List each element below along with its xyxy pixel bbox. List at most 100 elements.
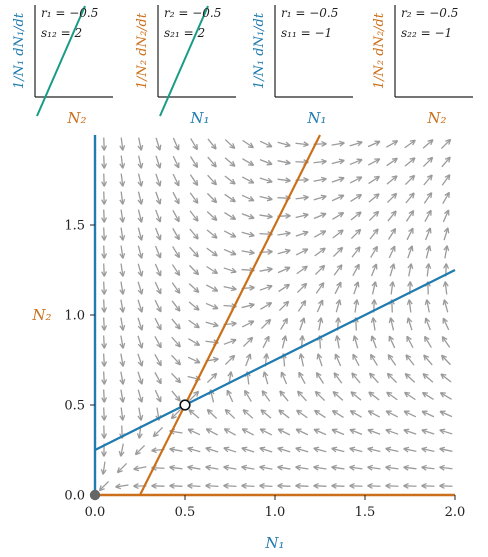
- field-arrow: [137, 245, 144, 259]
- field-arrow: [386, 157, 398, 167]
- field-arrow: [439, 428, 453, 435]
- x-tick-label: 1.5: [355, 505, 376, 520]
- field-arrow: [101, 353, 108, 367]
- field-arrow: [407, 263, 414, 277]
- field-arrow: [137, 137, 144, 151]
- inset-panel: r₂ = −0.5 s₂₁ = 2 1/N₂ dN₂/dt N₁: [135, 5, 236, 127]
- field-arrow: [314, 390, 326, 402]
- field-arrow: [116, 462, 128, 474]
- field-arrow: [207, 174, 218, 186]
- field-arrow: [333, 372, 343, 384]
- field-arrow: [331, 482, 345, 489]
- field-arrow: [115, 483, 129, 490]
- field-arrow: [154, 299, 162, 313]
- field-arrow: [223, 428, 237, 436]
- field-arrow: [259, 177, 273, 184]
- inset-s-text: s₁₂ = 2: [41, 26, 82, 40]
- field-arrow: [207, 138, 217, 150]
- field-arrow: [388, 317, 395, 331]
- field-arrow: [332, 212, 345, 220]
- field-arrow: [424, 227, 432, 241]
- field-arrow: [119, 335, 126, 349]
- field-arrow: [298, 353, 305, 367]
- field-arrow: [388, 245, 396, 259]
- field-arrow: [259, 140, 273, 148]
- field-arrow: [387, 210, 397, 222]
- field-arrow: [137, 155, 144, 169]
- field-arrow: [277, 141, 291, 148]
- field-arrow: [137, 353, 144, 367]
- field-arrow: [386, 192, 398, 204]
- field-arrow: [388, 335, 396, 349]
- field-arrow: [187, 464, 201, 471]
- field-arrow: [171, 264, 181, 276]
- field-arrow: [423, 192, 433, 204]
- field-arrow: [137, 317, 144, 331]
- field-arrow: [389, 281, 396, 295]
- field-arrow: [387, 354, 397, 366]
- field-arrow: [313, 446, 327, 453]
- field-arrow: [155, 227, 162, 241]
- field-arrow: [242, 158, 255, 166]
- field-arrow: [277, 464, 291, 471]
- field-arrow: [101, 299, 108, 313]
- field-arrow: [137, 263, 144, 277]
- field-arrow: [261, 390, 271, 402]
- field-arrow: [367, 464, 381, 471]
- field-arrow: [224, 157, 236, 167]
- field-arrow: [349, 464, 363, 471]
- field-arrow: [442, 191, 450, 204]
- field-arrow: [137, 209, 144, 223]
- field-arrow: [443, 245, 450, 259]
- field-arrow: [295, 230, 309, 237]
- field-arrow: [223, 230, 237, 238]
- inset-s-text: s₂₁ = 2: [164, 26, 205, 40]
- field-arrow: [224, 139, 236, 150]
- field-arrow: [331, 428, 345, 436]
- field-arrow: [188, 319, 200, 329]
- field-arrow: [151, 482, 165, 489]
- field-arrow: [316, 299, 324, 313]
- field-arrow: [119, 155, 126, 169]
- field-arrow: [442, 281, 449, 295]
- inset-growth-line: [159, 5, 209, 117]
- field-arrow: [367, 158, 381, 166]
- field-arrow: [137, 173, 144, 187]
- field-arrow: [101, 371, 108, 385]
- field-arrow: [442, 209, 450, 223]
- field-arrow: [154, 263, 162, 277]
- field-arrow: [385, 428, 399, 435]
- field-arrow: [118, 443, 125, 457]
- field-arrow: [315, 371, 325, 384]
- field-arrow: [101, 227, 108, 241]
- field-arrow: [332, 229, 344, 239]
- field-arrow: [206, 247, 218, 257]
- x-tick-label: 0.5: [175, 505, 196, 520]
- field-arrow: [205, 464, 219, 471]
- field-arrow: [331, 176, 345, 183]
- field-arrow: [405, 192, 415, 204]
- field-arrow: [277, 266, 291, 274]
- field-arrow: [205, 446, 219, 453]
- field-arrow: [187, 356, 201, 364]
- field-arrow: [404, 157, 416, 167]
- field-arrow: [137, 335, 144, 349]
- vector-field: [98, 137, 453, 492]
- field-arrow: [331, 464, 345, 471]
- field-arrow: [100, 461, 107, 475]
- field-arrow: [152, 426, 164, 438]
- field-arrow: [369, 353, 378, 366]
- field-arrow: [207, 156, 217, 168]
- field-arrow: [119, 299, 126, 313]
- field-arrow: [119, 317, 126, 331]
- field-arrow: [331, 158, 345, 165]
- field-arrow: [119, 407, 126, 421]
- field-arrow: [349, 176, 363, 184]
- field-arrow: [259, 159, 273, 166]
- field-arrow: [277, 482, 291, 489]
- field-arrow: [443, 227, 450, 241]
- field-arrow: [440, 373, 452, 383]
- field-arrow: [242, 336, 254, 348]
- field-arrow: [441, 156, 451, 168]
